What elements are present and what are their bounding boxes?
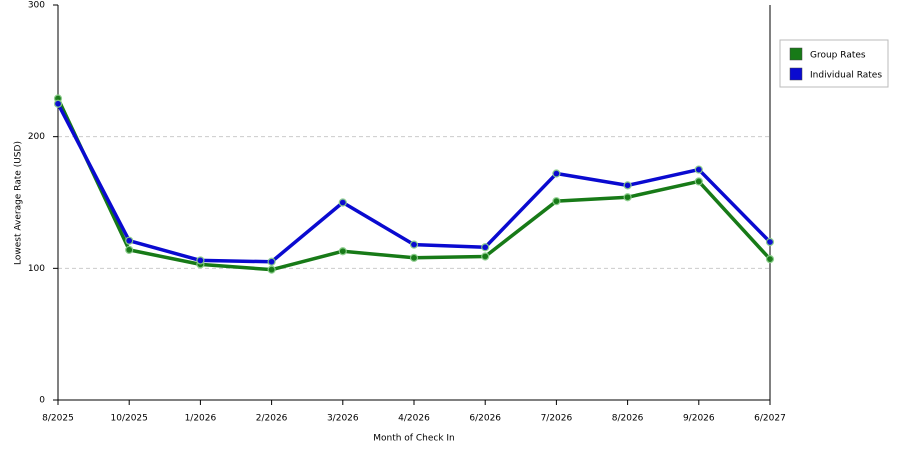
x-tick-label: 7/2026: [541, 414, 573, 424]
x-tick-label: 10/2025: [111, 414, 148, 424]
x-tick-label: 8/2025: [42, 414, 74, 424]
point-marker: [267, 257, 276, 266]
series-line: [56, 102, 772, 264]
x-tick-label: 3/2026: [327, 414, 359, 424]
point-marker: [552, 197, 561, 206]
x-tick-label: 8/2026: [612, 414, 644, 424]
x-tick-label: 9/2026: [683, 414, 715, 424]
point-marker: [552, 169, 561, 178]
legend-swatch: [789, 47, 803, 61]
point-marker: [623, 181, 632, 190]
point-marker: [765, 255, 775, 264]
point-marker: [481, 243, 490, 252]
point-marker: [125, 236, 134, 245]
x-tick-label: 1/2026: [185, 414, 217, 424]
point-marker: [267, 265, 276, 274]
point-marker: [338, 247, 347, 256]
legend-swatch: [789, 67, 803, 81]
point-marker: [53, 99, 63, 108]
point-marker: [694, 177, 703, 186]
y-tick-label: 100: [28, 264, 45, 274]
point-marker: [623, 193, 632, 202]
point-marker: [125, 245, 134, 254]
y-tick-label: 0: [39, 396, 45, 406]
legend-label: Group Rates: [810, 51, 866, 61]
x-tick-label: 2/2026: [256, 414, 288, 424]
point-marker: [409, 253, 419, 262]
x-axis-label: Month of Check In: [373, 434, 455, 444]
x-tick-label: 6/2026: [469, 414, 501, 424]
x-tick-label: 6/2027: [754, 414, 786, 424]
point-marker: [338, 198, 347, 207]
point-marker: [765, 237, 775, 247]
point-marker: [409, 240, 419, 249]
y-axis-label: Lowest Average Rate (USD): [14, 141, 24, 265]
point-marker: [481, 252, 490, 261]
point-marker: [694, 165, 703, 174]
point-marker: [196, 256, 205, 265]
x-tick-label: 4/2026: [398, 414, 430, 424]
y-tick-label: 200: [28, 132, 45, 142]
y-tick-label: 300: [28, 1, 45, 11]
legend-label: Individual Rates: [810, 71, 882, 81]
